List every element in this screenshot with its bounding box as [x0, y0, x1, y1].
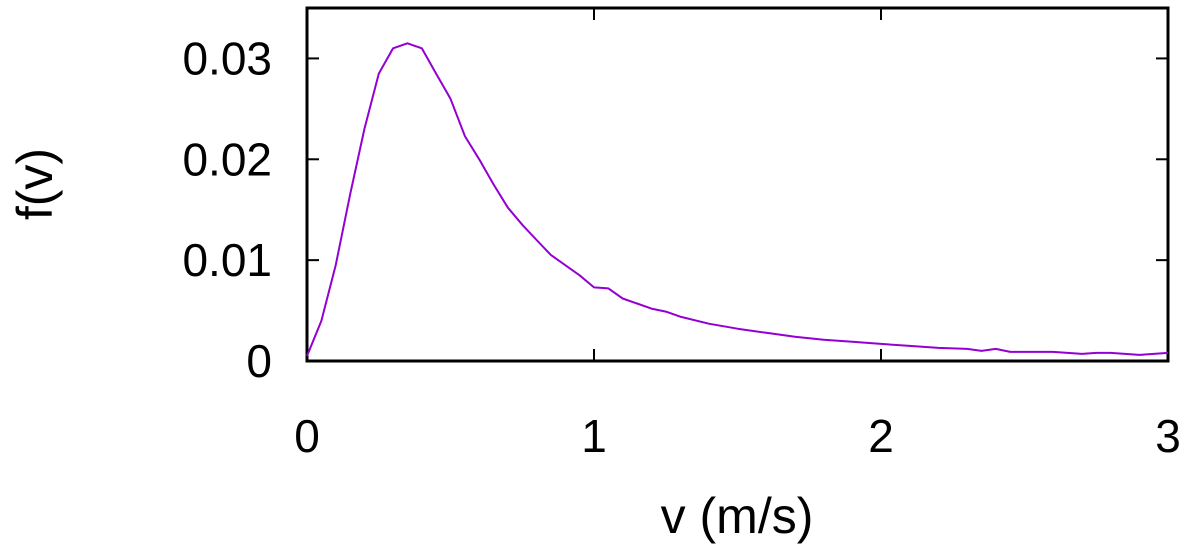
x-tick-label: 1: [581, 410, 607, 462]
y-ticks: 0 0.01 0.02 0.03: [182, 32, 1168, 387]
x-axis-label: v (m/s): [661, 488, 814, 544]
x-ticks: 0 1 2 3: [294, 8, 1181, 462]
y-tick-label: 0: [246, 335, 272, 387]
y-tick-label: 0.03: [182, 32, 272, 84]
series-group: [306, 42, 1169, 357]
series-line: [306, 42, 1169, 357]
x-tick-label: 2: [868, 410, 894, 462]
x-tick-label: 0: [294, 410, 320, 462]
plot-area: 0 1 2 3 0 0.01 0.02 0.03: [182, 6, 1181, 462]
y-tick-label: 0.01: [182, 234, 272, 286]
y-axis-label: f(v): [7, 148, 63, 220]
plot-frame: [305, 6, 1170, 363]
x-tick-label: 3: [1155, 410, 1181, 462]
y-tick-label: 0.02: [182, 133, 272, 185]
